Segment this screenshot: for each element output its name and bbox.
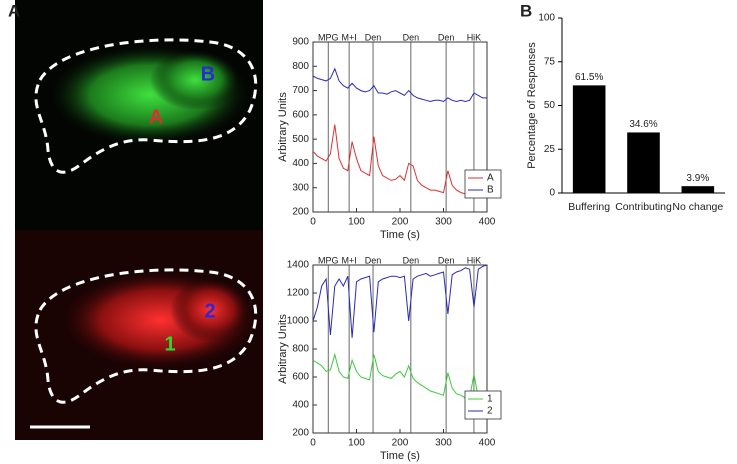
- y-tick-label: 500: [292, 134, 309, 145]
- event-label: Den: [365, 255, 382, 265]
- x-tick-label: 200: [392, 217, 409, 228]
- y-axis-label: Arbitrary Units: [277, 92, 289, 162]
- roi-label: 2: [204, 300, 215, 322]
- y-tick-label: 200: [292, 207, 309, 218]
- y-tick-label: 700: [292, 85, 309, 96]
- legend-label: 1: [487, 394, 493, 405]
- event-label: Den: [403, 32, 420, 42]
- legend-box: [464, 169, 502, 199]
- event-label: HiK: [467, 255, 482, 265]
- event-label: Den: [438, 255, 455, 265]
- trace: [312, 264, 488, 338]
- y-tick-label: 25: [544, 144, 556, 155]
- value-label: 34.6%: [629, 119, 657, 130]
- image-bottom: 2 1: [15, 230, 263, 440]
- y-axis-label: Arbitrary Units: [277, 314, 289, 384]
- y-tick-label: 1400: [287, 260, 310, 271]
- x-tick-label: 300: [435, 438, 452, 449]
- event-label: Den: [438, 32, 455, 42]
- y-tick-label: 400: [292, 158, 309, 169]
- roi-label: A: [149, 106, 163, 128]
- y-tick-label: 200: [292, 428, 309, 439]
- legend-label: 2: [487, 406, 493, 417]
- x-tick-label: 0: [310, 217, 316, 228]
- x-tick-label: Contributing: [615, 201, 672, 213]
- event-label: Den: [365, 32, 382, 42]
- x-tick-label: 400: [479, 438, 496, 449]
- x-tick-label: 0: [310, 438, 316, 449]
- y-tick-label: 800: [292, 61, 309, 72]
- y-tick-label: 600: [292, 109, 309, 120]
- panel-label: B: [520, 1, 532, 20]
- legend-label: A: [487, 173, 494, 184]
- x-tick-label: 100: [348, 438, 365, 449]
- roi-label: 1: [164, 333, 175, 355]
- y-tick-label: 900: [292, 37, 309, 48]
- y-tick-label: 600: [292, 372, 309, 383]
- bar: [681, 186, 715, 193]
- y-tick-label: 0: [549, 188, 555, 199]
- y-tick-label: 75: [544, 56, 556, 67]
- event-label: MPG: [318, 255, 339, 265]
- y-tick-label: 50: [544, 100, 556, 111]
- x-axis-label: Time (s): [380, 450, 420, 462]
- event-label: M+I: [341, 255, 356, 265]
- y-tick-label: 1000: [287, 316, 310, 327]
- event-label: HiK: [467, 32, 482, 42]
- bar: [572, 85, 606, 193]
- event-label: MPG: [318, 32, 339, 42]
- y-tick-label: 400: [292, 400, 309, 411]
- panel-label: A: [8, 1, 20, 20]
- x-tick-label: 400: [479, 217, 496, 228]
- x-tick-label: No change: [672, 201, 723, 213]
- legend-box: [464, 390, 502, 420]
- trace: [312, 352, 488, 403]
- y-tick-label: 800: [292, 344, 309, 355]
- legend-label: B: [487, 185, 494, 196]
- plot-frame: [312, 264, 488, 434]
- x-tick-label: 200: [392, 438, 409, 449]
- event-label: Den: [403, 255, 420, 265]
- plot-frame: [312, 41, 488, 213]
- x-axis-label: Time (s): [380, 229, 420, 241]
- y-axis-label: Percentage of Responses: [526, 42, 538, 169]
- trace: [312, 67, 487, 103]
- value-label: 61.5%: [575, 72, 603, 83]
- bar: [627, 132, 660, 193]
- x-tick-label: 100: [348, 217, 365, 228]
- y-tick-label: 1200: [287, 288, 310, 299]
- x-tick-label: Buffering: [568, 201, 610, 213]
- image-top: B A: [15, 0, 263, 230]
- roi-label: B: [201, 63, 215, 85]
- y-tick-label: 300: [292, 182, 309, 193]
- event-label: M+I: [341, 32, 356, 42]
- x-tick-label: 300: [435, 217, 452, 228]
- trace: [312, 124, 488, 197]
- value-label: 3.9%: [686, 173, 709, 184]
- y-tick-label: 100: [538, 13, 555, 24]
